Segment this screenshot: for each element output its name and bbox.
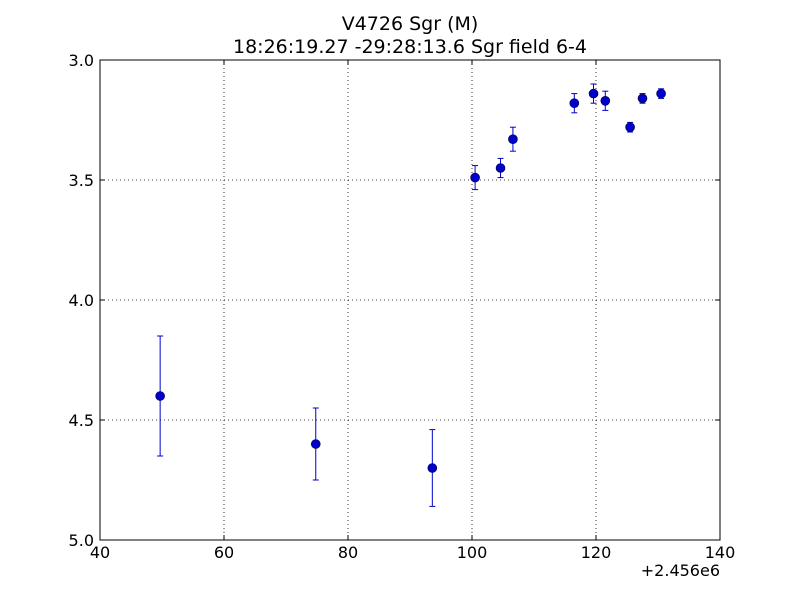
- y-tick-label: 4.0: [69, 291, 94, 310]
- data-point: [495, 163, 506, 173]
- data-point: [600, 96, 611, 106]
- data-points: [155, 88, 666, 473]
- data-point: [569, 98, 580, 108]
- data-point: [155, 391, 165, 401]
- chart-title: V4726 Sgr (M): [342, 13, 479, 35]
- x-offset-label: +2.456e6: [641, 561, 720, 580]
- y-tick-label: 4.5: [69, 411, 94, 430]
- y-tick-label: 3.5: [69, 171, 94, 190]
- x-tick-label: 120: [581, 543, 612, 562]
- x-tick-label: 40: [90, 543, 110, 562]
- x-tick-label: 140: [705, 543, 736, 562]
- data-point: [470, 172, 480, 183]
- grid: [100, 60, 720, 540]
- y-axis-ticks: 3.0 3.5 4.0 4.5 5.0: [69, 51, 720, 550]
- x-tick-label: 60: [214, 543, 234, 562]
- x-tick-label: 100: [457, 543, 488, 562]
- data-point: [588, 88, 599, 99]
- y-tick-label: 5.0: [69, 531, 94, 550]
- x-axis-ticks: 40 60 80 100 120 140: [90, 60, 735, 562]
- data-point: [427, 463, 438, 473]
- data-point: [637, 93, 648, 104]
- data-point: [310, 439, 321, 449]
- data-point: [656, 88, 666, 99]
- x-tick-label: 80: [338, 543, 358, 562]
- chart-subtitle: 18:26:19.27 -29:28:13.6 Sgr field 6-4: [233, 36, 587, 58]
- data-point: [625, 122, 635, 132]
- data-point: [508, 134, 518, 144]
- y-tick-label: 3.0: [69, 51, 94, 70]
